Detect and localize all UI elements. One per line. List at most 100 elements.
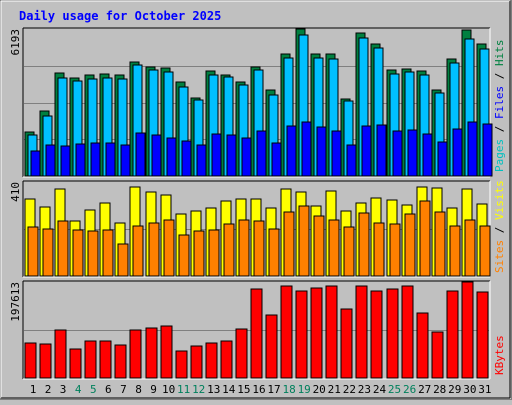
- chart-panels: 6193 Pages / Files / Hits 410 Sites / Visit…: [9, 27, 506, 380]
- x-tick-label-day-8: 8: [135, 383, 142, 396]
- bar-pages-day-19: [301, 121, 312, 177]
- legend-item-visits: Visits: [493, 180, 506, 220]
- bar-kbytes-day-5: [84, 340, 97, 379]
- bar-sites-day-23: [358, 212, 370, 277]
- bar-kbytes-day-9: [145, 327, 158, 379]
- x-tick-label-day-19: 19: [298, 383, 311, 396]
- series-bars: [24, 28, 493, 177]
- legend-hits: Pages / Files / Hits: [493, 40, 506, 173]
- bar-pages-day-24: [376, 124, 387, 177]
- bar-pages-day-15: [241, 137, 252, 177]
- x-tick-label-day-12: 12: [192, 383, 205, 396]
- legend-separator: /: [493, 66, 506, 86]
- x-tick-label-day-5: 5: [90, 383, 97, 396]
- bar-kbytes-day-22: [340, 308, 353, 379]
- bar-kbytes-day-10: [160, 325, 173, 379]
- y-max-label: 197613: [9, 282, 22, 322]
- x-tick-label-day-9: 9: [150, 383, 157, 396]
- bar-kbytes-day-21: [325, 285, 338, 379]
- bar-kbytes-day-11: [175, 350, 188, 379]
- x-tick-label-day-11: 11: [177, 383, 190, 396]
- bar-sites-day-8: [132, 225, 144, 277]
- bar-kbytes-day-4: [69, 348, 82, 379]
- bar-sites-day-15: [238, 219, 250, 277]
- bar-pages-day-27: [422, 133, 433, 177]
- y-max-label: 6193: [9, 29, 22, 56]
- bar-pages-day-12: [196, 144, 207, 177]
- bar-pages-day-13: [211, 133, 222, 177]
- x-tick-label-day-30: 30: [463, 383, 476, 396]
- bar-sites-day-22: [343, 226, 355, 277]
- x-tick-label-day-10: 10: [162, 383, 175, 396]
- legend-item-hits: Hits: [493, 40, 506, 67]
- x-tick-label-day-26: 26: [403, 383, 416, 396]
- x-tick-label-day-3: 3: [60, 383, 67, 396]
- bar-sites-day-1: [27, 226, 39, 277]
- bar-kbytes-day-13: [205, 342, 218, 379]
- bar-sites-day-14: [223, 223, 235, 277]
- bar-kbytes-day-20: [310, 287, 323, 379]
- x-tick-label-day-13: 13: [207, 383, 220, 396]
- legend-item-files: Files: [493, 86, 506, 119]
- bar-sites-day-12: [193, 230, 205, 277]
- bar-sites-day-25: [389, 223, 401, 277]
- bar-kbytes-day-29: [446, 290, 459, 379]
- bar-sites-day-18: [283, 211, 295, 277]
- legend-item-sites: Sites: [493, 240, 506, 273]
- bar-sites-day-4: [72, 229, 84, 277]
- bar-kbytes-day-19: [295, 290, 308, 379]
- series-bars: [24, 281, 489, 379]
- bar-pages-day-28: [437, 141, 448, 177]
- bar-pages-day-31: [482, 123, 493, 177]
- bar-sites-day-9: [148, 222, 160, 277]
- bar-sites-day-13: [208, 229, 220, 277]
- bar-pages-day-30: [467, 121, 478, 177]
- x-tick-label-day-17: 17: [267, 383, 280, 396]
- x-tick-label-day-15: 15: [237, 383, 250, 396]
- x-tick-label-day-23: 23: [358, 383, 371, 396]
- legend-item-kbytes: KBytes: [493, 335, 506, 375]
- bar-kbytes-day-17: [265, 314, 278, 379]
- bar-pages-day-1: [30, 150, 41, 177]
- bar-kbytes-day-25: [386, 288, 399, 379]
- panel-kbytes: 197613 KBytes: [9, 280, 506, 380]
- x-tick-label-day-1: 1: [30, 383, 37, 396]
- x-tick-label-day-14: 14: [222, 383, 236, 396]
- bar-sites-day-6: [102, 229, 114, 277]
- legend-separator: /: [493, 220, 506, 240]
- bar-pages-day-21: [331, 130, 342, 177]
- bar-sites-day-10: [163, 219, 175, 277]
- bar-sites-day-19: [298, 205, 310, 277]
- bar-sites-day-7: [117, 243, 129, 277]
- x-tick-label-day-6: 6: [105, 383, 112, 396]
- bar-sites-day-30: [464, 219, 476, 277]
- bar-kbytes-day-6: [99, 340, 112, 379]
- bar-sites-day-28: [434, 211, 446, 277]
- bar-kbytes-day-27: [416, 312, 429, 379]
- x-tick-label-day-21: 21: [328, 383, 341, 396]
- bar-kbytes-day-8: [129, 329, 142, 379]
- bar-sites-day-27: [419, 200, 431, 277]
- bar-kbytes-day-18: [280, 285, 293, 379]
- panel-visits: 410 Sites / Visits: [9, 180, 506, 278]
- bar-pages-day-20: [316, 126, 327, 177]
- bar-pages-day-23: [361, 125, 372, 177]
- bar-pages-day-17: [271, 142, 282, 177]
- x-tick-label-day-20: 20: [313, 383, 326, 396]
- bar-pages-day-4: [75, 143, 86, 177]
- bar-pages-day-29: [452, 128, 463, 177]
- x-tick-label-day-16: 16: [252, 383, 265, 396]
- bar-kbytes-day-2: [39, 343, 52, 379]
- bar-pages-day-25: [392, 130, 403, 177]
- bar-kbytes-day-23: [355, 285, 368, 379]
- legend-item-pages: Pages: [493, 139, 506, 172]
- x-tick-label-day-24: 24: [373, 383, 387, 396]
- bar-sites-day-16: [253, 220, 265, 277]
- bar-pages-day-2: [45, 144, 56, 177]
- bar-pages-day-26: [407, 129, 418, 177]
- x-tick-label-day-31: 31: [478, 383, 491, 396]
- bar-sites-day-24: [373, 222, 385, 277]
- bar-kbytes-day-12: [190, 345, 203, 379]
- bar-sites-day-17: [268, 228, 280, 277]
- series-bars: [24, 186, 491, 277]
